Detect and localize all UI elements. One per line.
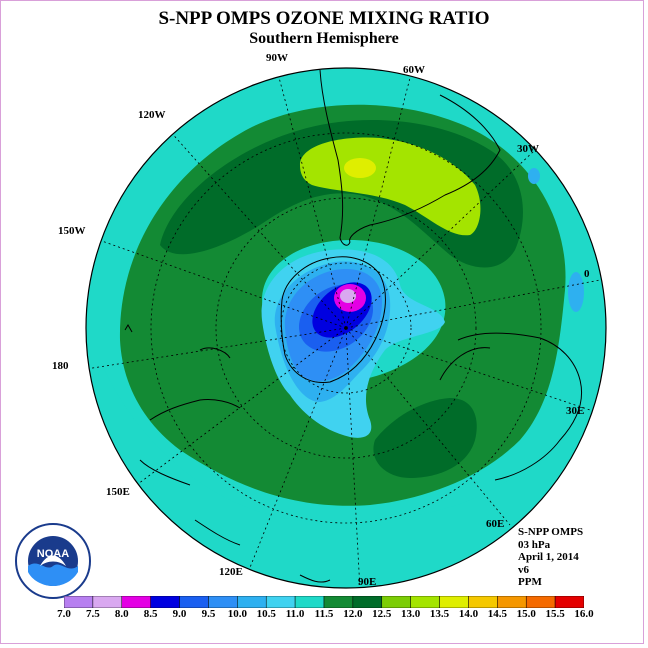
color-scale-label: 13.5 — [429, 608, 450, 620]
map-subtitle: Southern Hemisphere — [249, 30, 399, 47]
field-bottom-aqua — [86, 360, 600, 588]
lon-label-90e: 90E — [358, 576, 377, 588]
color-swatch — [265, 596, 296, 608]
color-swatch — [497, 596, 527, 608]
color-scale-label: 14.5 — [487, 608, 507, 620]
lon-label-120e: 120E — [219, 566, 243, 578]
color-scale-label: 14.0 — [458, 608, 479, 620]
info-date: April 1, 2014 — [518, 551, 579, 563]
color-scale-label: 10.5 — [256, 608, 276, 620]
color-scale-label: 15.5 — [545, 608, 565, 620]
lon-label-150e: 150E — [106, 486, 130, 498]
latitude-circles — [150, 132, 542, 524]
color-swatch — [323, 596, 354, 608]
map-title: S-NPP OMPS OZONE MIXING RATIO — [158, 8, 490, 29]
color-scale-label: 12.0 — [343, 608, 363, 620]
meridians — [86, 69, 601, 588]
info-version: v6 — [518, 563, 529, 576]
color-swatch — [179, 596, 209, 608]
map-boundary — [85, 67, 607, 589]
lon-label-30e: 30E — [566, 405, 585, 417]
color-scale-label: 8.5 — [143, 608, 158, 620]
color-swatch — [294, 596, 325, 608]
color-swatch — [525, 596, 556, 608]
color-swatch — [150, 596, 180, 608]
info-level: 03 hPa — [518, 538, 551, 551]
field-12-0-south — [373, 398, 477, 478]
coastlines — [124, 69, 583, 583]
lon-label-30w: 30W — [517, 143, 539, 155]
field-13-0 — [344, 158, 376, 178]
color-scale-label: 7.0 — [57, 608, 71, 620]
color-scale-label: 7.5 — [86, 608, 100, 620]
color-scale-label: 8.0 — [114, 608, 129, 620]
color-scale-label: 10.0 — [227, 608, 247, 620]
lon-label-90w: 90W — [266, 52, 288, 64]
color-swatch — [410, 596, 440, 608]
color-swatch — [121, 596, 151, 608]
color-swatch — [468, 596, 498, 608]
color-swatch — [439, 596, 469, 608]
lon-label-60w: 60W — [403, 64, 425, 76]
color-scale-label: 13.0 — [401, 608, 421, 620]
color-swatch — [554, 596, 584, 608]
field-edge-right — [568, 272, 584, 312]
color-swatch — [237, 596, 267, 608]
color-scale-label: 16.0 — [574, 608, 594, 620]
color-scale-label: 15.0 — [516, 608, 536, 620]
color-swatch — [64, 596, 94, 608]
lon-label-180: 180 — [52, 360, 69, 372]
color-scale-bar — [64, 596, 584, 608]
lon-label-0: 0 — [584, 268, 590, 280]
color-scale-label: 12.5 — [372, 608, 392, 620]
lon-label-60e: 60E — [486, 518, 505, 530]
lon-label-150w: 150W — [58, 225, 86, 237]
color-swatch — [208, 596, 238, 608]
color-swatch — [352, 596, 383, 608]
lon-label-120w: 120W — [138, 109, 166, 121]
color-swatch — [92, 596, 123, 608]
field-12-5 — [300, 137, 481, 236]
color-swatch — [381, 596, 411, 608]
logo-text: NOAA — [37, 548, 69, 560]
field-edge-topright — [528, 168, 540, 184]
color-scale-label: 9.5 — [201, 608, 216, 620]
info-instrument: S-NPP OMPS — [518, 526, 584, 538]
color-scale-label: 11.5 — [314, 608, 334, 620]
field-7-5 — [340, 289, 356, 303]
info-units: PPM — [518, 576, 542, 588]
color-scale-label: 11.0 — [285, 608, 305, 620]
noaa-logo-icon: NOAA — [15, 523, 91, 599]
info-block: S-NPP OMPS 03 hPa April 1, 2014 v6 PPM — [518, 526, 583, 589]
color-scale-label: 9.0 — [172, 608, 187, 620]
